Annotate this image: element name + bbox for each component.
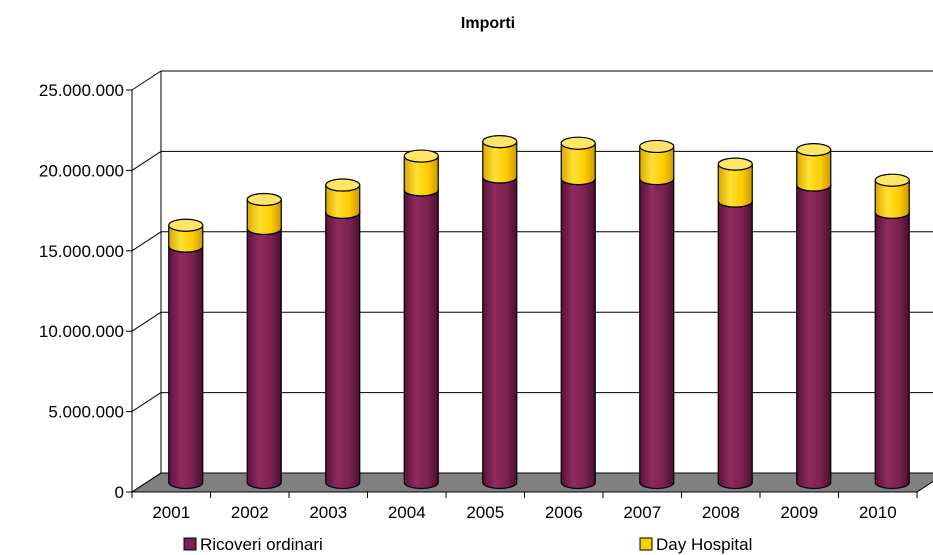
bar-2008-series-0 (717, 194, 753, 490)
legend-item-ricoveri-ordinari: Ricoveri ordinari (183, 535, 323, 554)
bar-2005-series-1 (482, 135, 518, 184)
x-tick-label: 2005 (466, 503, 504, 522)
bar-cap (246, 192, 282, 207)
x-tick-label: 2004 (388, 503, 426, 522)
bar-body (482, 176, 518, 490)
legend-swatch-ricoveri-ordinari (183, 537, 197, 551)
bar-cap (717, 157, 753, 171)
bar-cap (874, 173, 910, 187)
bars (168, 135, 910, 490)
x-tick-label: 2006 (545, 503, 583, 522)
chart-title: Importi (461, 15, 515, 32)
bar-body (325, 212, 361, 490)
bar-cap (403, 149, 439, 163)
bar-2009-series-1 (796, 143, 832, 192)
x-tick-label: 2010 (859, 503, 897, 522)
bar-2006-series-1 (560, 136, 596, 186)
bar-body (796, 184, 832, 490)
bar-2007-series-0 (639, 171, 675, 490)
bar-2002-series-0 (246, 221, 282, 490)
gridline-diagonal (131, 231, 162, 252)
y-tick-label: 5.000.000 (48, 403, 124, 422)
y-tick-label: 0 (115, 483, 124, 502)
gridline-diagonal (131, 311, 162, 332)
y-tick-label: 20.000.000 (39, 161, 124, 180)
bar-body (246, 228, 282, 490)
bar-body (560, 178, 596, 490)
bar-cap (639, 139, 675, 154)
y-axis: 0 5.000.000 10.000.000 15.000.000 20.000.000… (39, 71, 162, 502)
bar-2006-series-0 (560, 171, 596, 490)
y-tick-label: 10.000.000 (39, 322, 124, 341)
x-tick-label: 2008 (702, 503, 740, 522)
gridline-diagonal (131, 392, 162, 413)
legend-item-day-hospital: Day Hospital (639, 535, 752, 554)
bar-2002-series-1 (246, 192, 282, 236)
x-tick-label: 2009 (780, 503, 818, 522)
bar-2001-series-0 (168, 239, 204, 490)
y-tick-label: 25.000.000 (39, 81, 124, 100)
x-tick-label: 2007 (623, 503, 661, 522)
bar-2003-series-1 (325, 178, 361, 219)
legend: Ricoveri ordinari Day Hospital (183, 535, 752, 554)
bar-body (403, 189, 439, 490)
bar-body (717, 200, 753, 490)
legend-label-day-hospital: Day Hospital (656, 535, 752, 554)
x-axis: 2001 2002 2003 2004 2005 2006 2007 2008 2009 2010 (131, 491, 918, 522)
bar-cap (482, 135, 518, 149)
bar-2010-series-0 (874, 205, 910, 490)
legend-label-ricoveri-ordinari: Ricoveri ordinari (200, 535, 323, 554)
y-tick-label: 15.000.000 (39, 242, 124, 261)
bar-cap (796, 143, 832, 157)
bar-2004-series-0 (403, 183, 439, 490)
bar-2007-series-1 (639, 139, 675, 186)
bar-cap (168, 218, 204, 232)
bar-2005-series-0 (482, 170, 518, 490)
x-tick-label: 2003 (309, 503, 347, 522)
bar-body (874, 212, 910, 490)
bar-2004-series-1 (403, 149, 439, 197)
gridline-diagonal (131, 70, 162, 91)
bar-2008-series-1 (717, 157, 753, 208)
bar-body (168, 245, 204, 490)
legend-swatch-day-hospital (639, 537, 653, 551)
gridline-diagonal (131, 150, 162, 171)
x-tick-label: 2002 (231, 503, 269, 522)
bar-2003-series-0 (325, 205, 361, 490)
x-tick-label: 2001 (152, 503, 190, 522)
bar-2009-series-0 (796, 178, 832, 490)
gridline-diagonal (131, 472, 162, 493)
bar-body (639, 178, 675, 490)
bar-cap (325, 178, 361, 192)
bar-2010-series-1 (874, 173, 910, 219)
bar-2001-series-1 (168, 218, 204, 253)
bar-cap (560, 136, 596, 150)
